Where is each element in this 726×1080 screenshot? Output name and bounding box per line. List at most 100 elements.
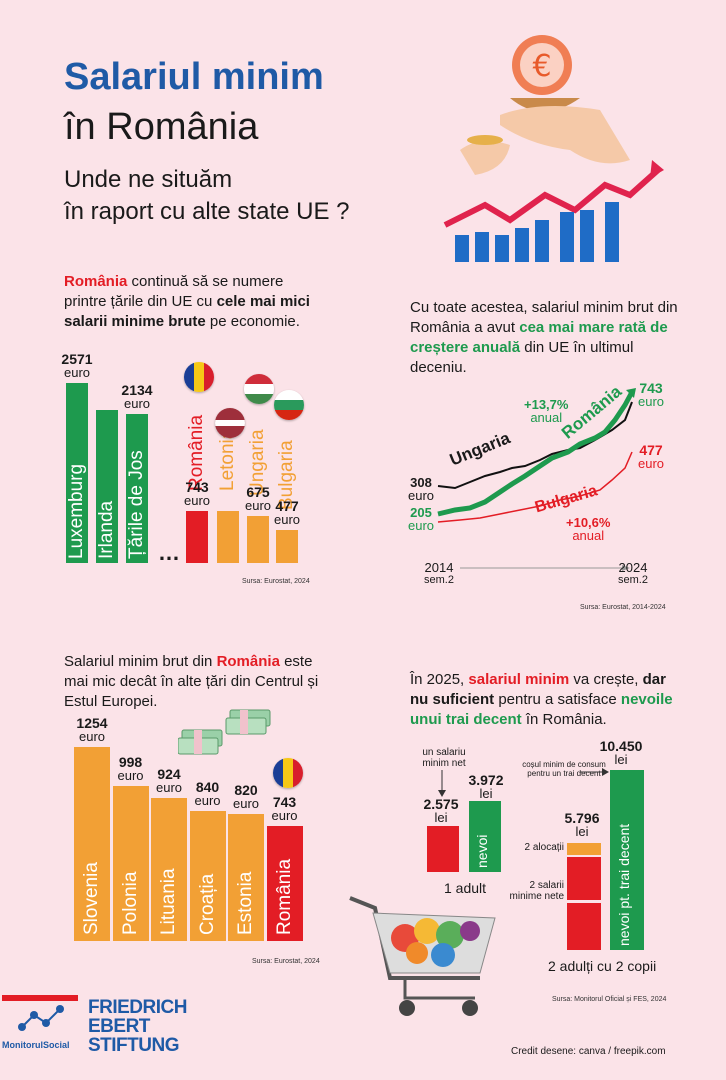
bar-label-luxemburg: Luxemburg [66, 463, 87, 559]
bar-label-estonia: Estonia [235, 871, 256, 935]
chart-growth-lines [437, 388, 636, 571]
line-bulgaria [437, 451, 633, 523]
line-romania [437, 390, 635, 517]
section1-text-2: continuă să se numere printre țările din… [64, 273, 284, 310]
fes-1: FRIEDRICH [88, 997, 187, 1018]
bar-value-slovenia: 1254 euro [76, 714, 108, 744]
network-icon [18, 1005, 64, 1031]
x-start-label: 2014 sem.2 [424, 560, 454, 586]
bar-value--rile-de-jos: 2134 euro [121, 381, 153, 411]
bar-value-croa-ia: 840 euro [194, 778, 221, 808]
label-salarii-nete: 2 salarii minime nete [509, 880, 564, 902]
section3-text-1: Salariul minim brut din [64, 653, 217, 670]
section2-text: Cu toate acestea, salariul minim brut di… [410, 298, 690, 378]
bulgaria-end-value: 477 euro [638, 442, 665, 471]
group-2-adults: 2 adulți cu 2 copii [548, 958, 657, 974]
bar-nevoi [469, 801, 501, 872]
logo1-text: MonitorulSocial [2, 1040, 70, 1050]
chart1-ellipsis: … [158, 540, 180, 565]
bar-irlanda [96, 410, 118, 563]
s4-4: dar nu suficient [410, 671, 666, 708]
bar-label-letonia: Letonia [217, 428, 238, 491]
arrow-down-icon [438, 770, 446, 797]
bar-value-lituania: 924 euro [155, 765, 183, 795]
section2-text-3: din UE în ultimul deceniu. [410, 339, 634, 376]
bar-salariu-2 [567, 903, 601, 950]
romania-end-value: 743 euro [638, 380, 665, 409]
title-line1: Salariul minim [64, 56, 324, 98]
val-5796: 5.796 lei [564, 810, 600, 839]
arrow-right-icon [580, 768, 609, 776]
footer-credit: Credit desene: canva / freepik.com [511, 1046, 666, 1057]
s4-1: În 2025, [410, 671, 469, 688]
bar-letonia [217, 511, 239, 563]
bar-ungaria [247, 515, 269, 563]
section1-text-3: cele mai mici salarii minime brute [64, 293, 310, 330]
section1-source: Sursa: Eurostat, 2024 [242, 578, 310, 585]
s4-3: va crește, [569, 671, 643, 688]
label-alocatii: 2 alocații [524, 842, 564, 853]
val-10450: 10.450 lei [599, 738, 643, 767]
bar-label-croa-ia: Croația [196, 873, 218, 935]
bar-value-rom-nia: 743 euro [183, 478, 211, 508]
bar-value-estonia: 820 euro [232, 781, 260, 811]
label-nevoi: nevoi [474, 834, 490, 868]
bar-salariu-1 [567, 857, 601, 900]
subtitle-line2: în raport cu alte state UE ? [64, 198, 350, 225]
section2-source: Sursa: Eurostat, 2014-2024 [580, 604, 666, 611]
bar-trai-decent [610, 770, 644, 950]
money-icon [178, 709, 271, 755]
monitorul-social-logo: MonitorulSocial [2, 995, 78, 1055]
section2-text-2: cea mai mare rată de creștere anuală [410, 319, 668, 356]
flag-hungary-icon [244, 374, 274, 404]
bar--rile-de-jos [126, 413, 148, 563]
bar-estonia [228, 813, 264, 941]
bar-luxemburg [66, 383, 88, 563]
section3-text: Salariul minim brut din România este mai… [64, 652, 326, 712]
logo-bar-icon [2, 995, 78, 1001]
bar-lituania [151, 797, 187, 941]
label-cos-minim: coșul minim de consum pentru un trai dec… [522, 760, 606, 778]
ungaria-start-value: 308 euro [408, 475, 435, 503]
romania-start-value: 205 euro [408, 505, 435, 533]
bar-value-bulgaria: 477 euro [273, 497, 301, 527]
growth-illustration: € [443, 35, 664, 262]
s4-7: în România. [521, 711, 607, 728]
bulgaria-rate: +10,6% anual [566, 515, 611, 543]
bar-salariu-net [427, 826, 459, 872]
section4-source: Sursa: Monitorul Oficial și FES, 2024 [552, 996, 667, 1003]
section3-text-3: este mai mic decât în alte țări din Cent… [64, 653, 319, 710]
group-1-adult: 1 adult [444, 880, 487, 896]
bar-value-luxemburg: 2571 euro [61, 351, 93, 381]
section1-romania: România [64, 273, 128, 290]
bar-label-rom-nia: România [273, 858, 295, 935]
val-3972: 3.972 lei [468, 772, 504, 801]
shopping-cart-icon [349, 896, 496, 1016]
bar-polonia [112, 786, 149, 941]
s4-6: nevoile unui trai decent [410, 691, 673, 728]
section1-text: România continuă să se numere printre ță… [64, 272, 324, 332]
fes-logo: FRIEDRICH EBERT STIFTUNG [88, 998, 187, 1055]
bar-alocatii [567, 843, 601, 855]
svg-text:€: € [532, 49, 551, 84]
bar-label-lituania: Lituania [158, 868, 179, 935]
bar-slovenia [74, 746, 110, 941]
section1-text-4: pe economie. [205, 313, 300, 330]
bar-value-rom-nia: 743 euro [271, 793, 298, 823]
flag-latvia-icon [215, 408, 245, 438]
bar-bulgaria [276, 529, 298, 563]
romania-rate: +13,7% anual [524, 397, 569, 425]
fes-3: STIFTUNG [88, 1035, 179, 1056]
fes-2: EBERT [88, 1016, 150, 1037]
bar-label-slovenia: Slovenia [81, 862, 102, 935]
label-salariu-minim-net: un salariu minim net [422, 747, 466, 769]
bar-label--rile-de-jos: Țările de Jos [126, 450, 147, 559]
bar-value-ungaria: 675 euro [244, 483, 272, 513]
flag-bulgaria-icon [274, 390, 304, 420]
section3-source: Sursa: Eurostat, 2024 [252, 958, 320, 965]
s4-2: salariul minim [468, 671, 570, 688]
x-end-label: 2024 sem.2 [618, 560, 648, 586]
label-trai-decent: nevoi pt. trai decent [616, 823, 632, 946]
bar-rom-nia [266, 825, 303, 941]
bar-value-polonia: 998 euro [117, 754, 144, 784]
